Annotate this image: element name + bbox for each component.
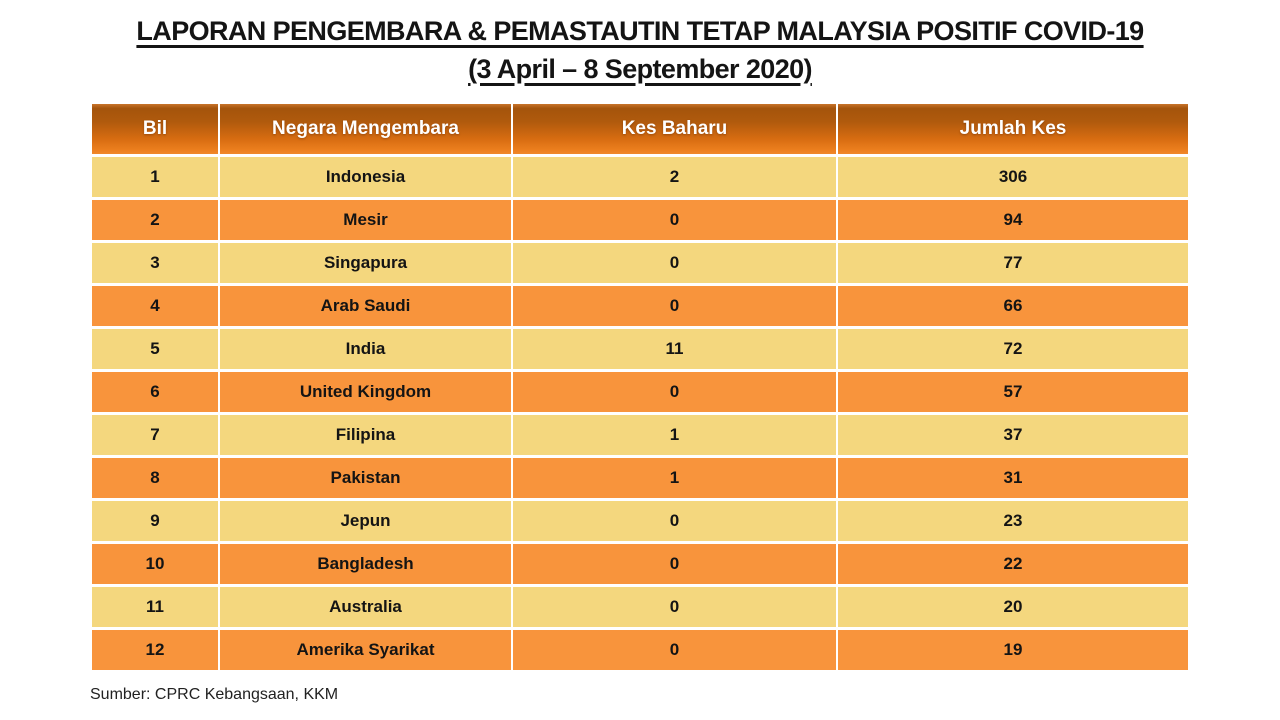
cell-kes-baharu: 0 [513, 587, 836, 627]
cell-negara: Jepun [220, 501, 511, 541]
cell-jumlah-kes: 19 [838, 630, 1188, 670]
cell-kes-baharu: 0 [513, 501, 836, 541]
cell-jumlah-kes: 22 [838, 544, 1188, 584]
cell-negara: India [220, 329, 511, 369]
cell-bil: 7 [92, 415, 218, 455]
cell-kes-baharu: 11 [513, 329, 836, 369]
cell-jumlah-kes: 31 [838, 458, 1188, 498]
column-header-jumlah-kes: Jumlah Kes [838, 104, 1188, 154]
cell-jumlah-kes: 37 [838, 415, 1188, 455]
column-header-negara-mengembara: Negara Mengembara [220, 104, 511, 154]
cell-bil: 1 [92, 157, 218, 197]
cell-kes-baharu: 2 [513, 157, 836, 197]
cell-negara: Amerika Syarikat [220, 630, 511, 670]
cell-kes-baharu: 0 [513, 372, 836, 412]
page-title: LAPORAN PENGEMBARA & PEMASTAUTIN TETAP M… [0, 12, 1280, 88]
cell-negara: Australia [220, 587, 511, 627]
cell-kes-baharu: 0 [513, 286, 836, 326]
source-note: Sumber: CPRC Kebangsaan, KKM [90, 686, 339, 703]
table-row: 10 Bangladesh 0 22 [92, 544, 1190, 584]
table-row: 12 Amerika Syarikat 0 19 [92, 630, 1190, 670]
title-line-1: LAPORAN PENGEMBARA & PEMASTAUTIN TETAP M… [136, 16, 1144, 46]
cell-negara: Indonesia [220, 157, 511, 197]
table-row: 4 Arab Saudi 0 66 [92, 286, 1190, 326]
cell-bil: 10 [92, 544, 218, 584]
table-row: 6 United Kingdom 0 57 [92, 372, 1190, 412]
cell-bil: 5 [92, 329, 218, 369]
cell-kes-baharu: 1 [513, 458, 836, 498]
table-row: 11 Australia 0 20 [92, 587, 1190, 627]
cell-kes-baharu: 0 [513, 200, 836, 240]
column-header-bil: Bil [92, 104, 218, 154]
cell-bil: 8 [92, 458, 218, 498]
table-body: 1 Indonesia 2 306 2 Mesir 0 94 3 Singapura 0 77 4 Ara… [92, 157, 1190, 670]
column-header-kes-baharu: Kes Baharu [513, 104, 836, 154]
cell-kes-baharu: 0 [513, 243, 836, 283]
cell-kes-baharu: 0 [513, 630, 836, 670]
cell-jumlah-kes: 66 [838, 286, 1188, 326]
cell-jumlah-kes: 72 [838, 329, 1188, 369]
covid-cases-table: Bil Negara Mengembara Kes Baharu Jumlah … [92, 104, 1190, 673]
cell-jumlah-kes: 57 [838, 372, 1188, 412]
cell-kes-baharu: 1 [513, 415, 836, 455]
cell-bil: 11 [92, 587, 218, 627]
cell-negara: United Kingdom [220, 372, 511, 412]
cell-negara: Filipina [220, 415, 511, 455]
cell-bil: 9 [92, 501, 218, 541]
cell-bil: 4 [92, 286, 218, 326]
table-row: 7 Filipina 1 37 [92, 415, 1190, 455]
cell-kes-baharu: 0 [513, 544, 836, 584]
cell-jumlah-kes: 23 [838, 501, 1188, 541]
table-row: 3 Singapura 0 77 [92, 243, 1190, 283]
cell-jumlah-kes: 306 [838, 157, 1188, 197]
cell-bil: 6 [92, 372, 218, 412]
table-row: 2 Mesir 0 94 [92, 200, 1190, 240]
cell-bil: 12 [92, 630, 218, 670]
cell-jumlah-kes: 77 [838, 243, 1188, 283]
cell-jumlah-kes: 94 [838, 200, 1188, 240]
title-line-2: (3 April – 8 September 2020) [468, 54, 812, 84]
table-header-row: Bil Negara Mengembara Kes Baharu Jumlah … [92, 104, 1190, 154]
table-row: 8 Pakistan 1 31 [92, 458, 1190, 498]
cell-negara: Bangladesh [220, 544, 511, 584]
cell-negara: Singapura [220, 243, 511, 283]
cell-bil: 2 [92, 200, 218, 240]
cell-negara: Mesir [220, 200, 511, 240]
table-row: 5 India 11 72 [92, 329, 1190, 369]
cell-negara: Pakistan [220, 458, 511, 498]
cell-negara: Arab Saudi [220, 286, 511, 326]
table-row: 1 Indonesia 2 306 [92, 157, 1190, 197]
cell-jumlah-kes: 20 [838, 587, 1188, 627]
table-row: 9 Jepun 0 23 [92, 501, 1190, 541]
cell-bil: 3 [92, 243, 218, 283]
